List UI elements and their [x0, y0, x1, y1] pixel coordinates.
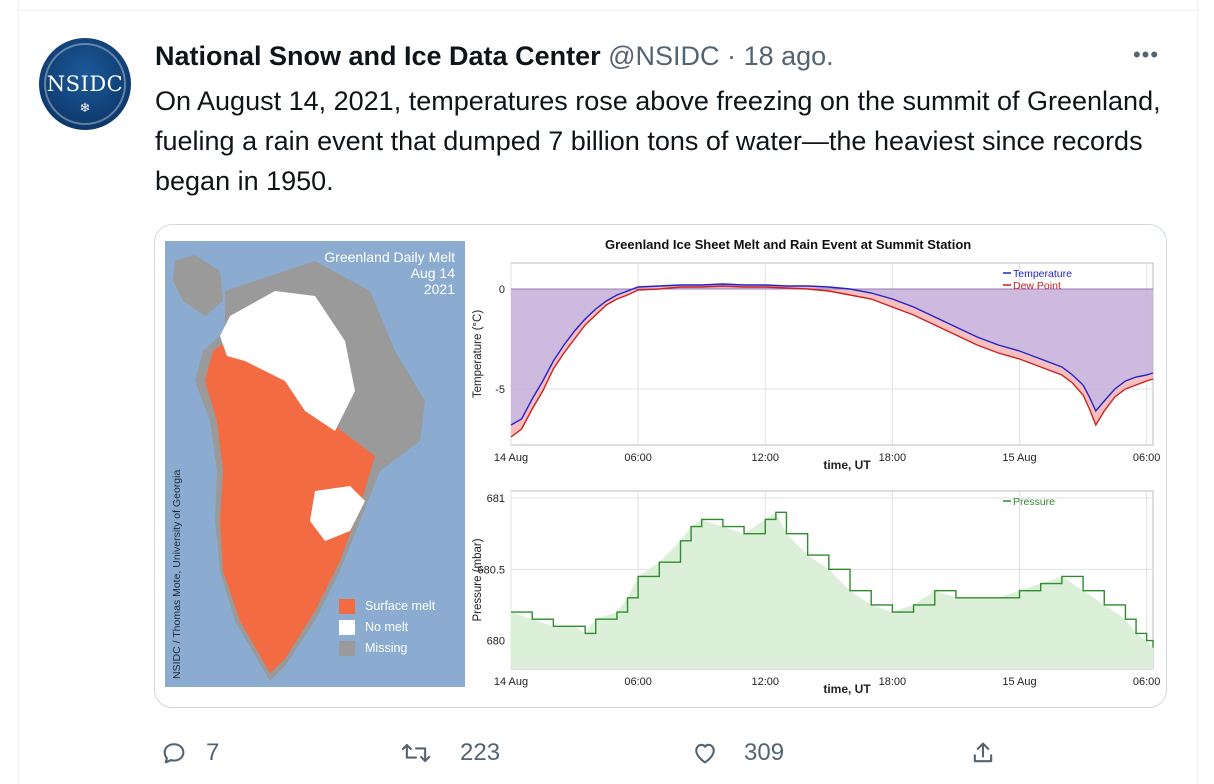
x-axis-title: time, UT	[823, 682, 871, 695]
tweet-media[interactable]: Greenland Daily Melt Aug 14 2021 NSIDC /…	[154, 224, 1167, 708]
x-tick-label: 06:00	[624, 676, 652, 688]
heart-icon	[695, 743, 715, 764]
author-name[interactable]: National Snow and Ice Data Center	[155, 41, 601, 71]
snowflake-icon: ❄	[79, 100, 91, 115]
retweet-count: 223	[460, 739, 501, 766]
timeline-border-left	[18, 0, 19, 784]
legend-swatch	[339, 641, 355, 656]
legend-swatch	[339, 620, 355, 635]
tweet-actions: 7 223 309	[0, 730, 1214, 776]
x-tick-label: 18:00	[879, 676, 907, 688]
tweet-header: National Snow and Ice Data Center @NSIDC…	[155, 40, 834, 72]
y-tick-label: 0	[499, 284, 505, 296]
retweet-icon	[401, 743, 431, 763]
y-tick-label: 680.5	[477, 564, 505, 576]
y-axis-title: Pressure (mbar)	[472, 538, 484, 621]
no-melt-area	[310, 486, 365, 541]
x-axis-title: time, UT	[823, 458, 871, 472]
legend-label: Pressure	[1013, 496, 1055, 508]
like-count: 309	[744, 739, 785, 766]
tweet-date[interactable]: 18 ago.	[743, 41, 834, 71]
y-axis-title: Temperature (°C)	[472, 310, 484, 398]
missing-data-area	[173, 255, 223, 316]
map-credit: NSIDC / Thomas Mote, University of Georg…	[171, 409, 185, 679]
legend-swatch	[339, 599, 355, 614]
melt-map: Greenland Daily Melt Aug 14 2021 NSIDC /…	[165, 241, 465, 687]
x-tick-label: 14 Aug	[494, 676, 528, 688]
legend-label: Dew Point	[1013, 280, 1061, 292]
temperature-area	[511, 284, 1153, 425]
header-separator: ·	[727, 41, 737, 71]
map-title-line: Greenland Daily Melt	[324, 249, 455, 265]
map-title: Greenland Daily Melt Aug 14 2021	[324, 249, 455, 297]
tweet-text: On August 14, 2021, temperatures rose ab…	[155, 86, 1161, 196]
legend-label: Missing	[365, 641, 408, 655]
weather-charts: 14 Aug 06:00 12:00 18:00 15 Aug 06:00 0 -5 time,…	[472, 262, 1161, 695]
legend-label: Surface melt	[365, 599, 436, 613]
author-handle[interactable]: @NSIDC	[608, 41, 720, 71]
pressure-area	[511, 512, 1153, 669]
timeline-border-right	[1197, 0, 1198, 784]
chart-title: Greenland Ice Sheet Melt and Rain Event …	[605, 237, 972, 252]
y-tick-label: 681	[487, 493, 505, 505]
share-icon	[973, 742, 993, 763]
series-line-temperature	[510, 283, 1154, 426]
more-horizontal-icon[interactable]: •••	[1132, 42, 1160, 67]
x-tick-label: 06:00	[624, 452, 652, 464]
series-line-dew-point	[510, 285, 1154, 438]
legend-label: Temperature	[1013, 268, 1072, 280]
greenland-map-graphic	[173, 255, 425, 681]
avatar-ring	[44, 43, 126, 125]
x-tick-label: 14 Aug	[494, 452, 528, 464]
y-tick-label: -5	[495, 384, 505, 396]
avatar-logo-text: NSIDC	[46, 72, 124, 96]
x-tick-label: 15 Aug	[1002, 452, 1036, 464]
timeline-border-top	[18, 10, 1198, 11]
x-tick-label: 12:00	[751, 452, 779, 464]
x-tick-label: 15 Aug	[1002, 676, 1036, 688]
x-tick-label: 12:00	[751, 676, 779, 688]
reply-count: 7	[206, 739, 220, 766]
reply-icon	[163, 743, 185, 764]
no-melt-area	[220, 291, 355, 431]
legend-label: No melt	[365, 620, 409, 634]
map-credit-text: NSIDC / Thomas Mote, University of Georg…	[171, 469, 183, 679]
map-title-line: Aug 14	[410, 265, 455, 281]
x-tick-label: 18:00	[879, 452, 907, 464]
surface-melt-area	[205, 336, 375, 673]
series-line-pressure	[511, 511, 1154, 648]
y-tick-label: 680	[487, 636, 505, 648]
author-avatar[interactable]: NSIDC ❄	[39, 38, 131, 130]
x-tick-label: 06:00	[1133, 452, 1161, 464]
x-tick-label: 06:00	[1133, 676, 1161, 688]
map-title-line: 2021	[423, 281, 455, 297]
